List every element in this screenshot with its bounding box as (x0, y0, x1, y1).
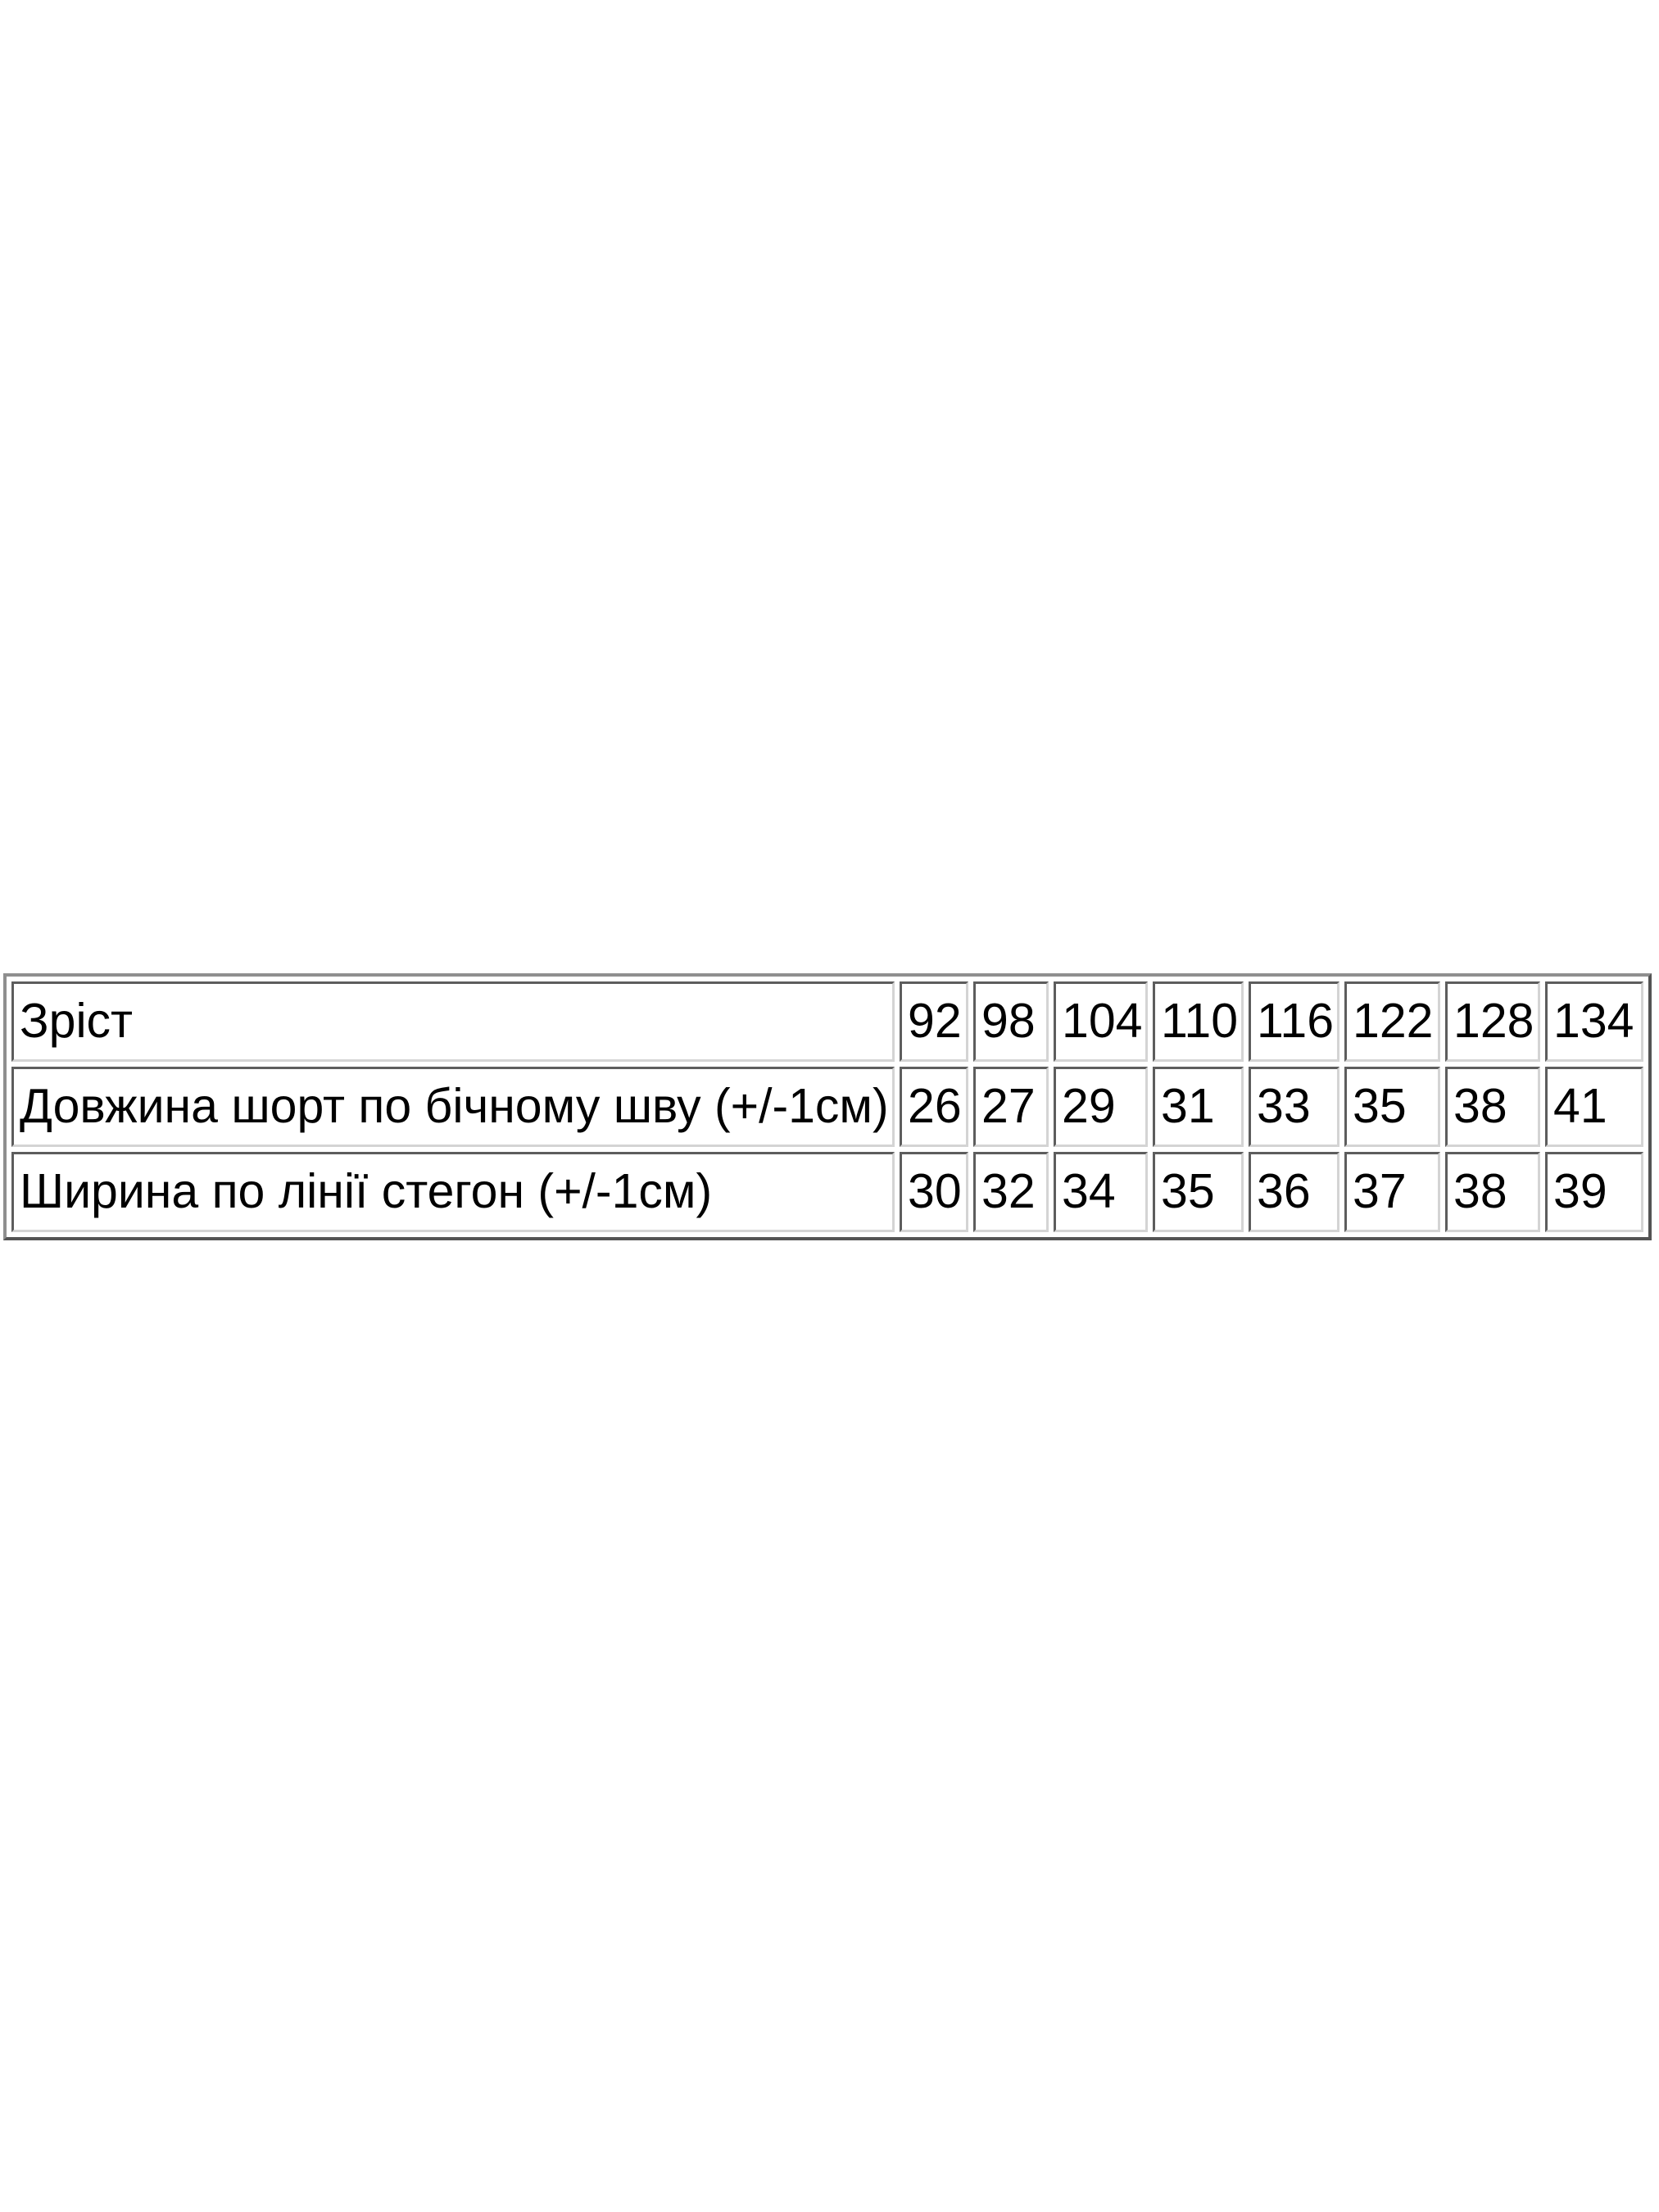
value-cell: 36 (1249, 1152, 1339, 1232)
value-cell: 34 (1054, 1152, 1148, 1232)
value-cell: 38 (1445, 1067, 1540, 1147)
value-cell: 110 (1153, 981, 1244, 1062)
value-cell: 92 (900, 981, 968, 1062)
value-cell: 116 (1249, 981, 1339, 1062)
value-cell: 122 (1344, 981, 1440, 1062)
value-cell: 31 (1153, 1067, 1244, 1147)
value-cell: 26 (900, 1067, 968, 1147)
value-cell: 38 (1445, 1152, 1540, 1232)
value-cell: 32 (973, 1152, 1049, 1232)
value-cell: 35 (1153, 1152, 1244, 1232)
table-row-height: Зріст 92 98 104 110 116 122 128 134 (11, 981, 1643, 1062)
row-label-cell: Довжина шорт по бічному шву (+/-1см) (11, 1067, 895, 1147)
value-cell: 128 (1445, 981, 1540, 1062)
row-label-cell: Ширина по лінії стегон (+/-1см) (11, 1152, 895, 1232)
value-cell: 41 (1545, 1067, 1643, 1147)
value-cell: 30 (900, 1152, 968, 1232)
value-cell: 27 (973, 1067, 1049, 1147)
value-cell: 29 (1054, 1067, 1148, 1147)
value-cell: 33 (1249, 1067, 1339, 1147)
value-cell: 104 (1054, 981, 1148, 1062)
table-row-shorts-length: Довжина шорт по бічному шву (+/-1см) 26 … (11, 1067, 1643, 1147)
value-cell: 98 (973, 981, 1049, 1062)
row-label-cell: Зріст (11, 981, 895, 1062)
table-row-hip-width: Ширина по лінії стегон (+/-1см) 30 32 34… (11, 1152, 1643, 1232)
value-cell: 39 (1545, 1152, 1643, 1232)
size-chart-table: Зріст 92 98 104 110 116 122 128 134 Довж… (3, 973, 1652, 1240)
value-cell: 134 (1545, 981, 1643, 1062)
value-cell: 37 (1344, 1152, 1440, 1232)
value-cell: 35 (1344, 1067, 1440, 1147)
